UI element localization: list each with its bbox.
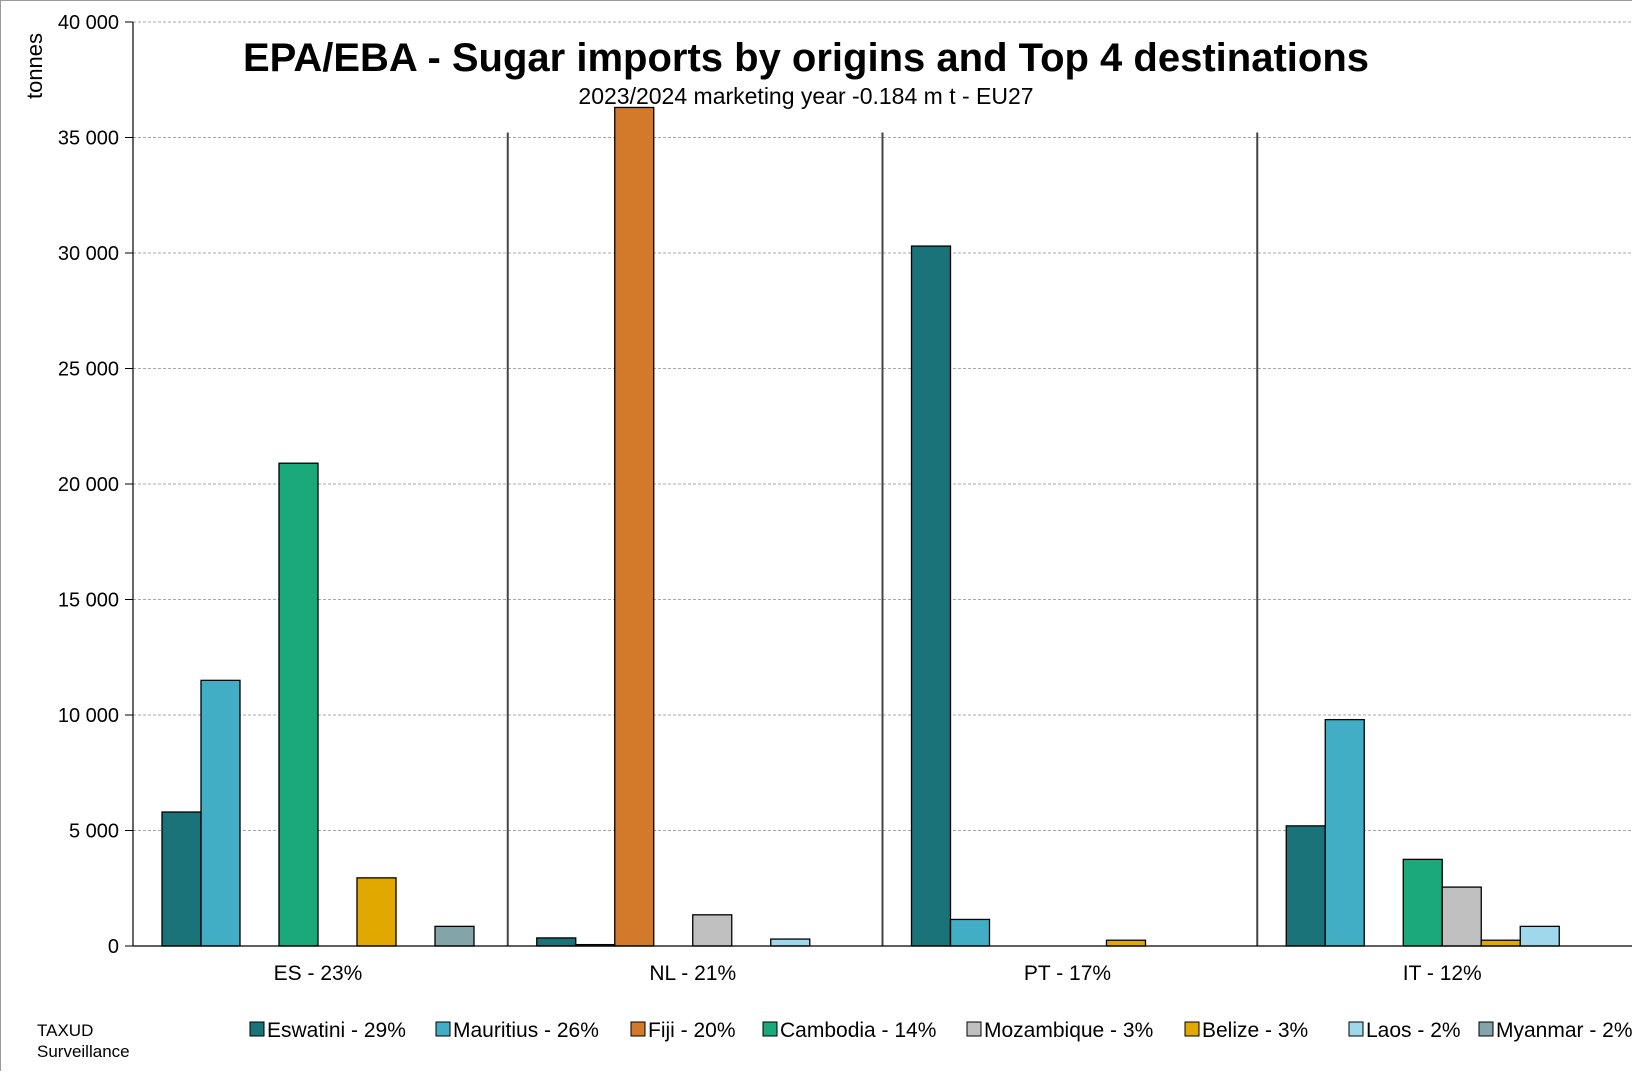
y-tick-label: 35 000 <box>58 128 119 150</box>
legend-label: Mozambique - 3% <box>984 1019 1153 1042</box>
bar <box>770 938 811 947</box>
source-label-line1: TAXUD <box>37 1021 93 1040</box>
bar <box>614 106 655 947</box>
legend-swatch <box>630 1021 646 1037</box>
source-label-line2: Surveillance <box>37 1042 130 1061</box>
category-label: PT - 17% <box>1024 962 1111 985</box>
group-separators <box>506 132 1259 946</box>
y-tick-label: 20 000 <box>58 474 119 496</box>
bar <box>356 877 397 947</box>
bar <box>1105 939 1147 947</box>
category-label: ES - 23% <box>274 962 363 985</box>
legend-label: Myanmar - 2% <box>1496 1019 1632 1042</box>
legend-swatch <box>1348 1021 1364 1037</box>
y-tick-label: 15 000 <box>58 590 119 612</box>
y-tick-label: 30 000 <box>58 243 119 265</box>
y-tick-label: 0 <box>108 936 119 958</box>
legend-label: Fiji - 20% <box>648 1019 736 1042</box>
y-tick-labels: 0 5 000 10 000 15 000 20 000 25 000 30 000 35 0… <box>58 12 119 958</box>
gridlines <box>125 21 1632 947</box>
bar <box>200 679 241 947</box>
legend-swatch <box>966 1021 982 1037</box>
legend-label: Belize - 3% <box>1202 1019 1308 1042</box>
axes <box>132 22 1632 947</box>
legend-swatch <box>435 1021 451 1037</box>
bar <box>1285 825 1326 947</box>
chart-subtitle: 2023/2024 marketing year -0.184 m t - EU… <box>578 83 1033 109</box>
y-tick-label: 25 000 <box>58 359 119 381</box>
y-tick-label: 10 000 <box>58 705 119 727</box>
bar <box>161 811 202 947</box>
bar <box>1519 925 1560 947</box>
bar <box>1441 886 1482 947</box>
legend-label: Cambodia - 14% <box>780 1019 936 1042</box>
legend-swatch <box>1478 1021 1494 1037</box>
bar <box>1402 858 1443 947</box>
bar <box>1324 718 1365 947</box>
chart-title: EPA/EBA - Sugar imports by origins and T… <box>243 36 1369 80</box>
legend-swatch <box>1184 1021 1200 1037</box>
y-tick-label: 5 000 <box>69 821 119 843</box>
bar <box>434 925 475 947</box>
category-label: IT - 12% <box>1403 962 1482 985</box>
bars <box>161 106 1560 947</box>
legend-label: Laos - 2% <box>1366 1019 1461 1042</box>
legend-swatch <box>249 1021 265 1037</box>
legend-swatch <box>762 1021 778 1037</box>
category-label: NL - 21% <box>649 962 736 985</box>
bar <box>949 918 991 947</box>
bar <box>1480 939 1521 947</box>
y-axis-label: tonnes <box>22 33 47 99</box>
legend-label: Mauritius - 26% <box>453 1019 599 1042</box>
legend-label: Eswatini - 29% <box>267 1019 406 1042</box>
legend: Eswatini - 29% Mauritius - 26% Fiji - 20% C… <box>249 1019 1632 1042</box>
category-labels: ES - 23% NL - 21% PT - 17% IT - 12% <box>274 962 1482 985</box>
y-tick-label: 40 000 <box>58 12 119 34</box>
bar <box>910 245 952 947</box>
bar <box>536 937 577 947</box>
bar <box>692 914 733 947</box>
bar <box>278 462 319 947</box>
